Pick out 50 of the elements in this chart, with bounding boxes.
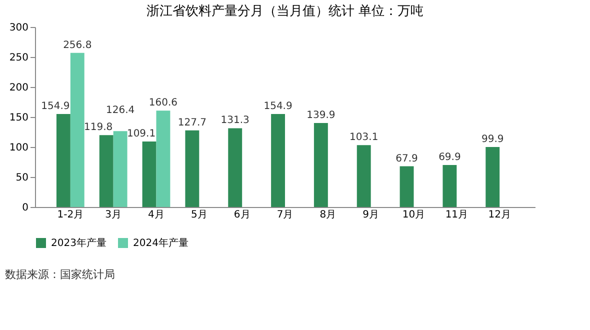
bar <box>271 114 285 207</box>
data-label: 131.3 <box>220 115 250 126</box>
data-label: 127.7 <box>178 117 207 128</box>
bar <box>442 165 457 207</box>
data-label: 103.1 <box>350 132 378 144</box>
legend-label: 2023年产量 <box>51 237 106 249</box>
bar <box>185 130 200 207</box>
x-tick-label: 6月 <box>234 210 250 220</box>
data-label: 126.4 <box>106 105 135 116</box>
x-tick-label: 4月 <box>148 210 164 220</box>
data-label: 109.1 <box>126 128 156 140</box>
x-tick-label: 11月 <box>445 210 468 220</box>
x-tick-label: 7月 <box>276 210 294 220</box>
bar <box>56 114 70 207</box>
x-tick-label: 12月 <box>488 210 511 220</box>
x-tick-label: 8月 <box>320 210 336 220</box>
y-tick-label: 50 <box>16 172 28 184</box>
source-note: 数据来源：国家统计局 <box>5 268 115 281</box>
bar <box>113 131 128 207</box>
x-tick-label: 3月 <box>105 210 122 220</box>
data-label: 67.9 <box>396 153 418 164</box>
bar <box>142 142 156 207</box>
bar <box>156 110 170 207</box>
bar <box>314 123 328 207</box>
bar <box>400 166 414 207</box>
bar <box>356 145 371 207</box>
data-label: 99.9 <box>481 134 504 146</box>
data-label: 256.8 <box>63 40 92 51</box>
data-label: 154.9 <box>264 101 292 112</box>
bar <box>70 52 84 207</box>
y-tick-label: 100 <box>9 142 28 154</box>
bar <box>99 135 114 207</box>
chart-title: 浙江省饮料产量分月（当月值）统计 单位：万吨 <box>146 4 424 19</box>
data-label: 154.9 <box>41 101 70 112</box>
y-tick-label: 250 <box>9 52 28 64</box>
y-tick-label: 0 <box>22 202 28 214</box>
x-tick-label: 10月 <box>402 210 426 220</box>
x-tick-label: 1-2月 <box>57 210 84 220</box>
x-tick-label: 5月 <box>190 210 208 220</box>
data-label: 139.9 <box>306 110 336 122</box>
y-tick-label: 200 <box>9 82 28 94</box>
bar <box>228 128 242 207</box>
bar <box>486 147 500 207</box>
y-tick-label: 300 <box>9 22 28 34</box>
data-label: 119.8 <box>84 122 113 134</box>
data-label: 69.9 <box>438 152 461 164</box>
x-tick-label: 9月 <box>362 210 380 220</box>
legend-label: 2024年产量 <box>133 237 188 249</box>
data-label: 160.6 <box>148 98 178 109</box>
y-tick-label: 150 <box>9 112 28 124</box>
